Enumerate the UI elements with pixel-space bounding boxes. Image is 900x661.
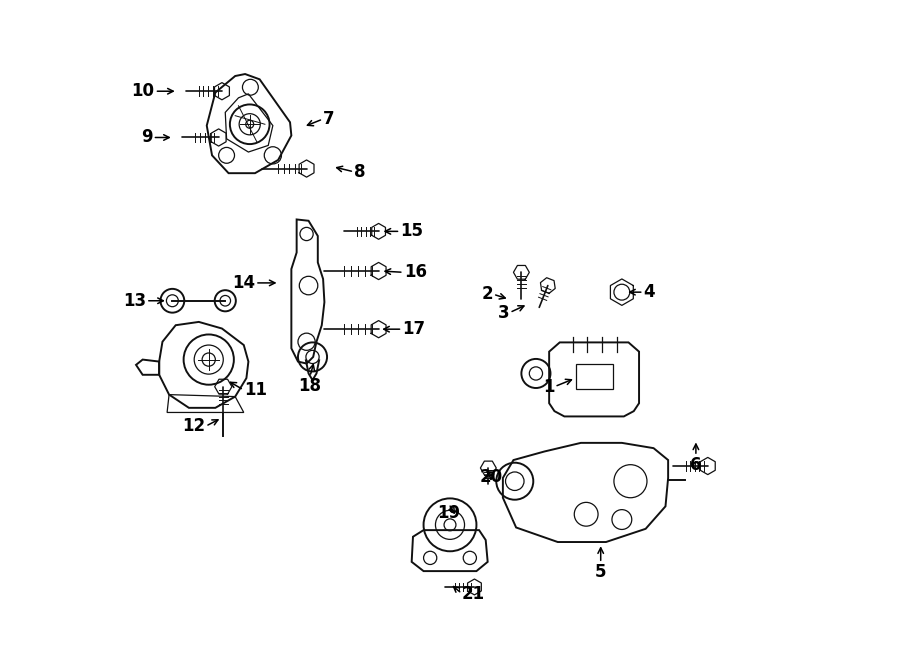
Text: 15: 15 (400, 222, 423, 241)
Text: 9: 9 (141, 128, 153, 147)
Text: 4: 4 (644, 283, 655, 301)
Text: 16: 16 (404, 263, 427, 282)
Bar (576, 364, 613, 389)
Text: 19: 19 (437, 504, 460, 522)
Text: 12: 12 (183, 417, 205, 436)
Text: 11: 11 (244, 381, 266, 399)
Text: 14: 14 (232, 274, 255, 292)
Text: 1: 1 (543, 377, 554, 396)
Text: 7: 7 (323, 110, 335, 128)
Text: 20: 20 (480, 468, 502, 486)
Text: 10: 10 (131, 82, 155, 100)
Text: 18: 18 (299, 377, 321, 395)
Text: 5: 5 (595, 563, 607, 581)
Text: 2: 2 (482, 285, 493, 303)
Text: 17: 17 (402, 320, 426, 338)
Text: 6: 6 (690, 456, 702, 474)
Text: 21: 21 (462, 584, 485, 603)
Text: 13: 13 (122, 292, 146, 310)
Text: 8: 8 (355, 163, 365, 181)
Text: 3: 3 (498, 303, 509, 322)
